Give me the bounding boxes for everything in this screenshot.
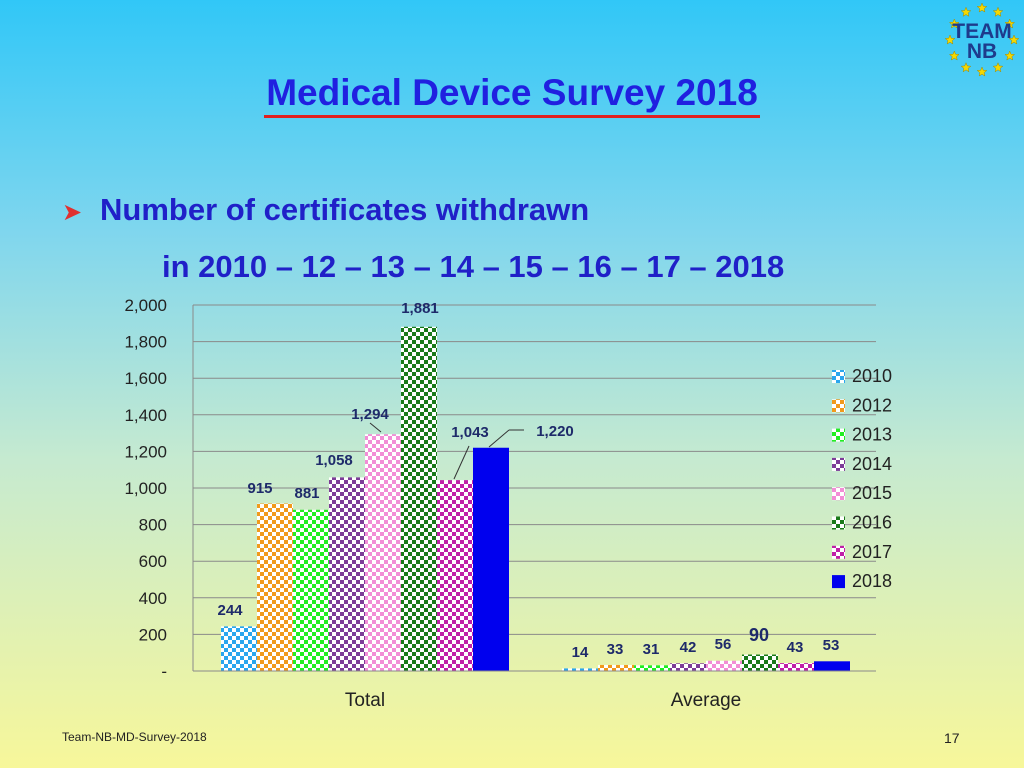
y-tick-label: 400 xyxy=(139,589,167,608)
x-category-label: Total xyxy=(345,690,385,711)
label-leader-line xyxy=(453,445,470,480)
logo-stars xyxy=(944,2,1020,77)
legend-swatch xyxy=(832,487,845,501)
data-label: 915 xyxy=(247,480,272,497)
label-leader-line xyxy=(488,429,510,448)
bar-2018-total xyxy=(473,447,509,671)
bar-2012-average xyxy=(598,664,634,671)
bar-2010-average xyxy=(562,668,598,671)
data-label: 43 xyxy=(787,639,804,656)
star-icon xyxy=(960,6,972,17)
bar-2018-average xyxy=(814,661,850,671)
y-tick-label: 1,200 xyxy=(124,442,167,461)
bar-2012-total xyxy=(257,503,293,671)
bar-2013-total xyxy=(293,509,329,671)
star-icon xyxy=(1008,34,1020,45)
data-label: 1,220 xyxy=(536,423,574,440)
label-leader-line xyxy=(369,422,382,433)
star-icon xyxy=(992,6,1004,17)
chart-data-labels: 244 915 881 1,058 1,294 1,881 1,043 1,220 14 33 31… xyxy=(217,300,839,661)
legend-swatch xyxy=(832,457,845,471)
data-label: 1,881 xyxy=(401,300,439,317)
bar-2017-average xyxy=(778,663,814,671)
star-icon xyxy=(992,62,1004,73)
bar-2016-total xyxy=(401,326,437,671)
legend-swatch xyxy=(832,516,845,530)
data-label: 53 xyxy=(823,637,840,654)
bullet-heading-line-1: Number of certificates withdrawn xyxy=(100,192,590,227)
y-tick-label: 1,600 xyxy=(124,369,167,388)
legend-label: 2018 xyxy=(852,571,892,591)
x-category-label: Average xyxy=(671,690,741,711)
bar-2014-average xyxy=(670,663,706,671)
legend-label: 2014 xyxy=(852,454,892,474)
data-label: 33 xyxy=(607,641,624,658)
data-label: 1,294 xyxy=(351,406,389,423)
legend-label: 2012 xyxy=(852,395,892,415)
bullet-arrow-icon: ➤ xyxy=(62,199,83,226)
star-icon xyxy=(960,62,972,73)
bar-2017-total xyxy=(437,480,473,671)
bar-2015-total xyxy=(365,434,401,671)
legend-swatch xyxy=(832,370,845,383)
chart-legend: 2010 2012 2013 2014 2015 2016 2017 2018 xyxy=(832,366,892,591)
footer-survey-name: Team-NB-MD-Survey-2018 xyxy=(62,730,207,744)
star-icon xyxy=(1004,18,1016,29)
logo-text-bottom: NB xyxy=(967,40,997,63)
bar-2015-average xyxy=(706,660,742,671)
y-tick-label: 2,000 xyxy=(124,296,167,315)
star-icon xyxy=(948,18,960,29)
data-label: 1,058 xyxy=(315,452,353,469)
legend-label: 2010 xyxy=(852,366,892,386)
star-icon xyxy=(1004,50,1016,61)
y-tick-label: - xyxy=(161,662,167,681)
legend-swatch xyxy=(832,545,845,559)
data-label: 881 xyxy=(294,485,319,502)
page-number: 17 xyxy=(944,730,960,746)
y-tick-label: 800 xyxy=(139,516,167,535)
legend-label: 2016 xyxy=(852,513,892,533)
star-icon xyxy=(976,66,988,77)
slide-title: Medical Device Survey 2018 xyxy=(0,72,1024,118)
data-label: 14 xyxy=(572,644,589,661)
data-label: 42 xyxy=(680,639,697,656)
data-label: 31 xyxy=(643,641,660,658)
chart-axes: - 200 400 600 800 1,000 1,200 1,400 1,600 1,800 2,… xyxy=(124,296,876,711)
bar-2013-average xyxy=(634,665,670,671)
data-label: 244 xyxy=(217,602,243,619)
bar-2014-total xyxy=(329,477,365,671)
slide-title-text: Medical Device Survey 2018 xyxy=(264,72,760,118)
y-tick-label: 200 xyxy=(139,625,167,644)
star-icon xyxy=(944,34,956,45)
y-tick-label: 1,800 xyxy=(124,333,167,352)
data-label: 56 xyxy=(715,636,732,653)
team-nb-logo: TEAM NB xyxy=(944,2,1020,77)
logo-text-top: TEAM xyxy=(952,20,1012,43)
legend-label: 2017 xyxy=(852,542,892,562)
bar-2016-average xyxy=(742,654,778,671)
bar-2010-total xyxy=(221,626,257,671)
y-tick-label: 1,000 xyxy=(124,479,167,498)
legend-swatch xyxy=(832,575,845,589)
legend-swatch xyxy=(832,428,845,442)
bullet-heading-line-2: in 2010 – 12 – 13 – 14 – 15 – 16 – 17 – … xyxy=(162,249,785,284)
star-icon xyxy=(976,2,988,13)
legend-swatch xyxy=(832,399,845,413)
data-label: 90 xyxy=(749,625,769,645)
y-tick-label: 1,400 xyxy=(124,406,167,425)
star-icon xyxy=(948,50,960,61)
legend-label: 2013 xyxy=(852,425,892,445)
data-label: 1,043 xyxy=(451,424,489,441)
legend-label: 2015 xyxy=(852,483,892,503)
chart-bars xyxy=(221,326,850,671)
y-tick-label: 600 xyxy=(139,552,167,571)
